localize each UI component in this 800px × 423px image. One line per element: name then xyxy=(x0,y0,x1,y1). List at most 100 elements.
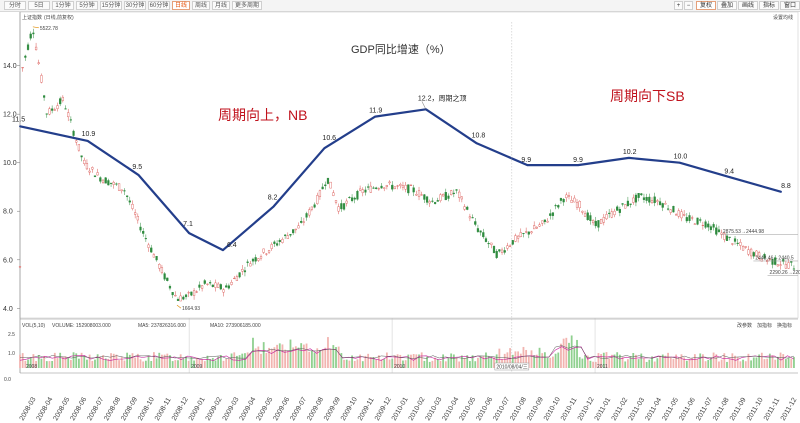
candle-body-115 xyxy=(326,177,330,184)
candle-body-129 xyxy=(364,189,367,193)
volume-bar-56 xyxy=(169,355,171,368)
candle-body-28 xyxy=(93,175,97,178)
volume-bar-134 xyxy=(377,355,380,368)
tool-button-2[interactable]: 画线 xyxy=(738,1,758,10)
candle-body-2 xyxy=(24,55,27,58)
volume-ma5-line xyxy=(19,346,795,361)
volume-bar-72 xyxy=(211,357,214,368)
candle-body-287 xyxy=(787,262,790,269)
gdp-line xyxy=(19,108,782,252)
volume-bar-38 xyxy=(120,357,123,368)
volume-bar-24 xyxy=(83,355,86,368)
period-button-4[interactable]: 15分钟 xyxy=(100,1,122,10)
zoom-in-icon[interactable]: + xyxy=(674,1,683,10)
volume-bar-130 xyxy=(367,353,370,368)
volume-bar-238 xyxy=(656,358,659,368)
volume-bar-242 xyxy=(667,352,669,368)
volume-bar-97 xyxy=(278,343,281,368)
volume-bar-162 xyxy=(452,354,455,368)
candle-body-196 xyxy=(543,219,546,222)
candle-body-239 xyxy=(658,201,662,205)
volume-bar-267 xyxy=(734,355,736,368)
tool-button-0[interactable]: 复权 xyxy=(696,1,716,10)
volume-bar-257 xyxy=(707,359,710,368)
candle-body-73 xyxy=(214,282,217,288)
x-date-2011-10: 2011-10 xyxy=(746,397,765,422)
volume-button-1[interactable]: 加指标 xyxy=(757,322,772,329)
candle-body-251 xyxy=(691,217,694,219)
gdp-value-label-0: 11.5 xyxy=(12,116,25,123)
period-button-0[interactable]: 分时 xyxy=(4,1,26,10)
candle-body-98 xyxy=(281,239,284,243)
candle-body-65 xyxy=(192,290,196,296)
volume-bar-118 xyxy=(335,347,337,368)
tool-button-3[interactable]: 指标 xyxy=(759,1,779,10)
volume-bar-31 xyxy=(102,355,104,368)
candle-body-88 xyxy=(254,257,257,262)
low-pointer xyxy=(176,304,182,309)
volume-bar-110 xyxy=(313,352,316,368)
volume-bar-86 xyxy=(249,353,252,368)
period-button-7[interactable]: 日线 xyxy=(172,1,190,10)
volume-bar-0 xyxy=(19,354,21,368)
candle-body-135 xyxy=(380,185,383,189)
volume-bar-127 xyxy=(359,354,362,368)
volume-bar-103 xyxy=(294,346,297,368)
volume-bar-141 xyxy=(396,354,399,368)
volume-button-0[interactable]: 改参数 xyxy=(737,322,752,329)
zoom-out-icon[interactable]: − xyxy=(684,1,693,10)
period-button-9[interactable]: 月线 xyxy=(212,1,230,10)
candle-body-183 xyxy=(508,245,512,247)
volume-bar-277 xyxy=(760,352,763,368)
candle-body-64 xyxy=(190,291,193,296)
volume-bar-58 xyxy=(174,360,177,368)
candle-body-254 xyxy=(699,219,702,221)
period-button-5[interactable]: 30分钟 xyxy=(124,1,146,10)
volume-bar-81 xyxy=(236,355,238,368)
volume-bar-77 xyxy=(225,358,228,368)
volume-bar-113 xyxy=(321,349,324,368)
period-button-10[interactable]: 更多周期 xyxy=(232,1,262,10)
candle-body-185 xyxy=(514,235,517,242)
gdp-point-6 xyxy=(323,147,326,150)
candle-body-219 xyxy=(605,214,608,220)
volume-bar-230 xyxy=(635,354,637,368)
candle-body-69 xyxy=(203,280,206,284)
x-date-2011-11: 2011-11 xyxy=(763,397,781,422)
volume-bar-82 xyxy=(238,355,241,368)
volume-bar-285 xyxy=(782,354,785,368)
volume-button-2[interactable]: 换指标 xyxy=(777,322,792,329)
candle-body-70 xyxy=(206,283,209,285)
candle-body-213 xyxy=(589,215,592,221)
tool-button-1[interactable]: 叠加 xyxy=(717,1,737,10)
chart-title: GDP同比增速（%） xyxy=(351,42,451,56)
volume-bar-278 xyxy=(763,359,766,368)
volume-bar-11 xyxy=(48,361,51,368)
volume-bar-154 xyxy=(431,360,434,368)
candle-body-109 xyxy=(310,206,314,210)
gdp-point-0 xyxy=(19,125,21,128)
candle-body-167 xyxy=(466,206,469,210)
volume-bar-152 xyxy=(426,356,428,368)
candle-body-75 xyxy=(219,284,222,290)
volume-bar-168 xyxy=(469,361,471,368)
volume-bar-241 xyxy=(664,355,667,368)
candle-body-106 xyxy=(302,221,305,223)
candle-body-83 xyxy=(241,269,244,272)
candle-body-13 xyxy=(53,109,56,111)
period-button-6[interactable]: 60分钟 xyxy=(148,1,170,10)
candle-body-44 xyxy=(136,216,139,221)
period-button-1[interactable]: 5日 xyxy=(28,1,50,10)
period-button-3[interactable]: 5分钟 xyxy=(76,1,98,10)
index-name: 上证指数 xyxy=(22,14,42,21)
gdp-point-11 xyxy=(577,164,580,167)
candle-body-134 xyxy=(377,188,380,190)
period-button-2[interactable]: 1分钟 xyxy=(52,1,74,10)
volume-bar-284 xyxy=(779,352,782,368)
volume-bar-21 xyxy=(75,353,78,368)
volume-bar-35 xyxy=(112,353,115,368)
period-button-8[interactable]: 周线 xyxy=(192,1,210,10)
x-date-2011-05: 2011-05 xyxy=(661,397,680,422)
volume-bar-5 xyxy=(32,354,35,368)
candle-body-216 xyxy=(597,220,600,228)
